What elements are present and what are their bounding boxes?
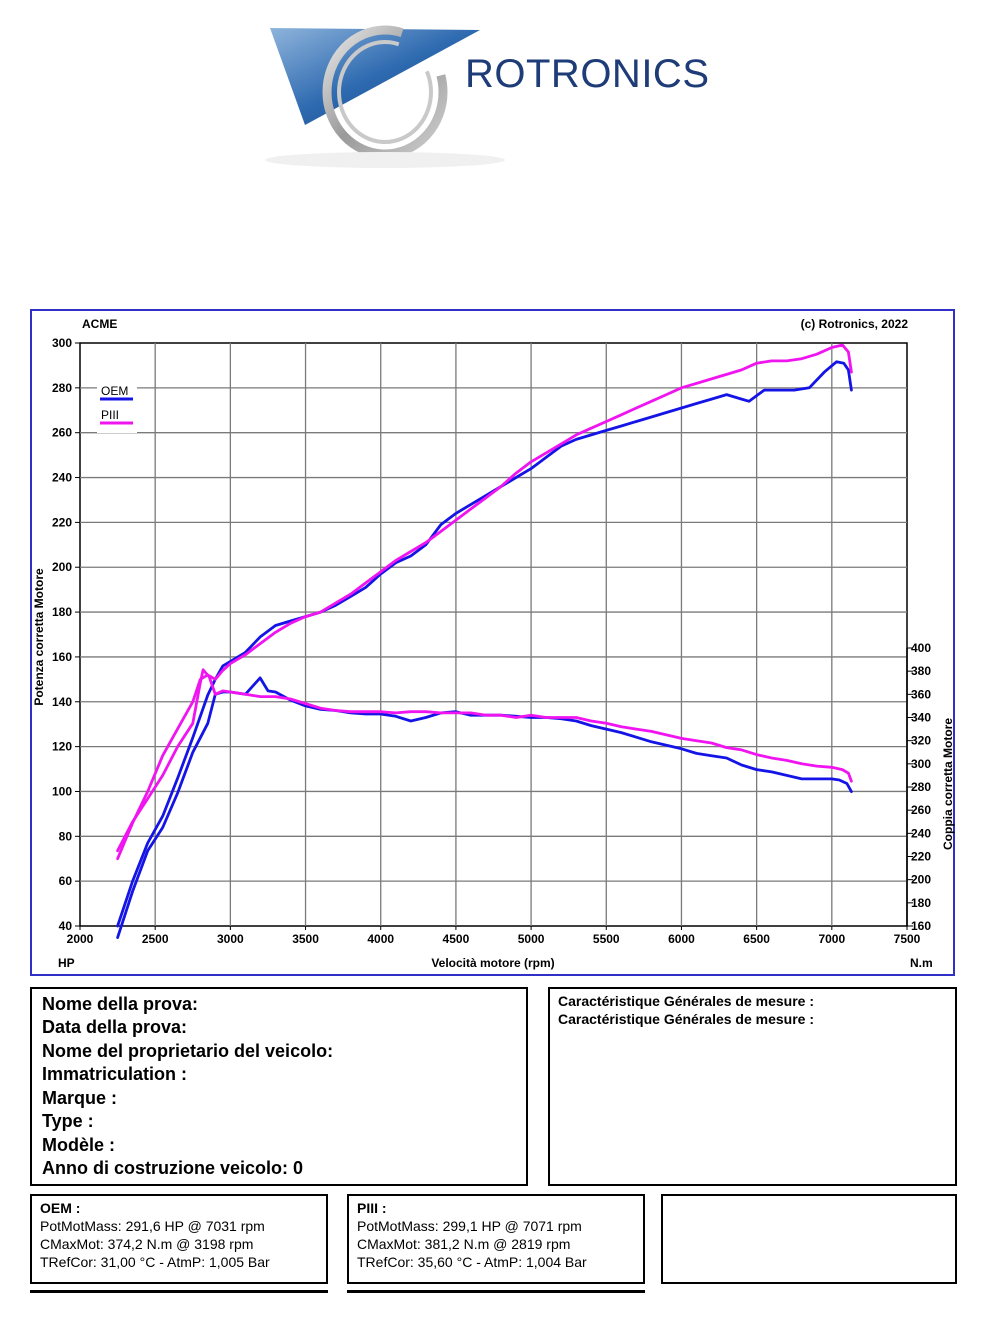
y-left-tick-label: 200 (52, 560, 72, 574)
series-piii-power (116, 343, 853, 861)
info-line-registration: Immatriculation : (42, 1064, 188, 1084)
x-tick-label: 6000 (668, 932, 695, 946)
y-right-tick-label: 320 (911, 734, 931, 748)
chart-frame (30, 309, 955, 976)
x-tick-label: 5000 (518, 932, 545, 946)
info-line-type: Type : (42, 1111, 94, 1131)
y-left-tick-label: 140 (52, 695, 72, 709)
results-title-piii: PIII : (357, 1200, 387, 1216)
x-tick-label: 7000 (818, 932, 845, 946)
y-right-tick-label: 380 (911, 664, 931, 678)
x-tick-label: 3000 (217, 932, 244, 946)
divider-oem (30, 1290, 328, 1293)
results-box-piii: PIII : PotMotMass: 299,1 HP @ 7071 rpm C… (347, 1194, 645, 1284)
characteristics-line-1: Caractéristique Générales de mesure : (558, 993, 815, 1009)
logo-wedge (270, 28, 480, 125)
x-tick-label: 4000 (367, 932, 394, 946)
y-left-tick-label: 240 (52, 471, 72, 485)
chart-top-left-label: ACME (82, 317, 117, 331)
info-line-year: Anno di costruzione veicolo: 0 (42, 1158, 304, 1178)
dyno-chart: 2000 2500 3000 3500 4000 4500 5000 5500 6000 6500… (32, 317, 955, 970)
results-oem-conditions: TRefCor: 31,00 °C - AtmP: 1,005 Bar (40, 1254, 270, 1270)
y-left-tick-label: 180 (52, 605, 72, 619)
left-unit-label: HP (58, 956, 75, 970)
y-right-tick-label: 240 (911, 826, 931, 840)
x-tick-label: 3500 (292, 932, 319, 946)
results-piii-power: PotMotMass: 299,1 HP @ 7071 rpm (357, 1218, 582, 1234)
x-tick-label: 5500 (593, 932, 620, 946)
y-left-tick-label: 220 (52, 515, 72, 529)
results-oem-torque: CMaxMot: 374,2 N.m @ 3198 rpm (40, 1236, 254, 1252)
results-box-oem: OEM : PotMotMass: 291,6 HP @ 7031 rpm CM… (30, 1194, 328, 1284)
chart-copyright: (c) Rotronics, 2022 (801, 317, 909, 331)
y-left-tick-label: 80 (59, 829, 73, 843)
right-unit-label: N.m (910, 956, 933, 970)
y-left-tick-label: 300 (52, 336, 72, 350)
right-axis-label: Coppia corretta Motore (941, 718, 955, 850)
logo-brand-text: ROTRONICS (465, 52, 710, 96)
y-left-tick-label: 280 (52, 381, 72, 395)
divider-piii (347, 1290, 645, 1293)
measurement-characteristics-box: Caractéristique Générales de mesure : Ca… (548, 987, 957, 1186)
info-line-test-name: Nome della prova: (42, 994, 199, 1014)
y-right-tick-label: 180 (911, 896, 931, 910)
y-left-tick-label: 100 (52, 784, 72, 798)
legend: OEM PIII (97, 377, 137, 433)
y-right-tick-label: 260 (911, 803, 931, 817)
results-piii-torque: CMaxMot: 381,2 N.m @ 2819 rpm (357, 1236, 571, 1252)
results-title-oem: OEM : (40, 1200, 81, 1216)
y-right-tick-label: 400 (911, 641, 931, 655)
info-line-owner: Nome del proprietario del veicolo: (42, 1041, 334, 1061)
logo-ring-inner (337, 40, 433, 144)
y-left-tick-label: 60 (59, 874, 73, 888)
y-left-tick-label: 40 (59, 919, 73, 933)
series (116, 343, 853, 939)
info-line-test-date: Data della prova: (42, 1017, 188, 1037)
x-tick-label: 6500 (743, 932, 770, 946)
x-tick-label: 2000 (67, 932, 94, 946)
x-tick-label: 4500 (443, 932, 470, 946)
left-axis-label: Potenza corretta Motore (32, 568, 46, 706)
x-axis-label: Velocità motore (rpm) (431, 956, 554, 970)
y-right-tick-label: 360 (911, 687, 931, 701)
empty-results-box (661, 1194, 957, 1284)
rotronics-logo (265, 25, 505, 168)
y-right-tick-label: 160 (911, 919, 931, 933)
axes: 2000 2500 3000 3500 4000 4500 5000 5500 6000 6500… (52, 336, 931, 946)
y-right-tick-label: 340 (911, 711, 931, 725)
y-right-tick-label: 220 (911, 850, 931, 864)
y-right-tick-label: 280 (911, 780, 931, 794)
plot-area (79, 342, 908, 927)
y-right-tick-label: 200 (911, 873, 931, 887)
series-piii-torque (116, 668, 853, 853)
legend-piii-label: PIII (101, 408, 119, 422)
y-left-tick-label: 160 (52, 650, 72, 664)
grid (79, 342, 908, 927)
results-piii-conditions: TRefCor: 35,60 °C - AtmP: 1,004 Bar (357, 1254, 587, 1270)
characteristics-line-2: Caractéristique Générales de mesure : (558, 1011, 815, 1027)
info-line-make: Marque : (42, 1088, 118, 1108)
y-left-tick-label: 260 (52, 426, 72, 440)
y-right-tick-label: 300 (911, 757, 931, 771)
test-info-box: Nome della prova: Data della prova: Nome… (30, 987, 528, 1186)
legend-oem-label: OEM (101, 384, 128, 398)
results-oem-power: PotMotMass: 291,6 HP @ 7031 rpm (40, 1218, 265, 1234)
x-tick-label: 2500 (142, 932, 169, 946)
y-left-tick-label: 120 (52, 740, 72, 754)
info-line-model: Modèle : (42, 1135, 116, 1155)
x-tick-label: 7500 (894, 932, 921, 946)
